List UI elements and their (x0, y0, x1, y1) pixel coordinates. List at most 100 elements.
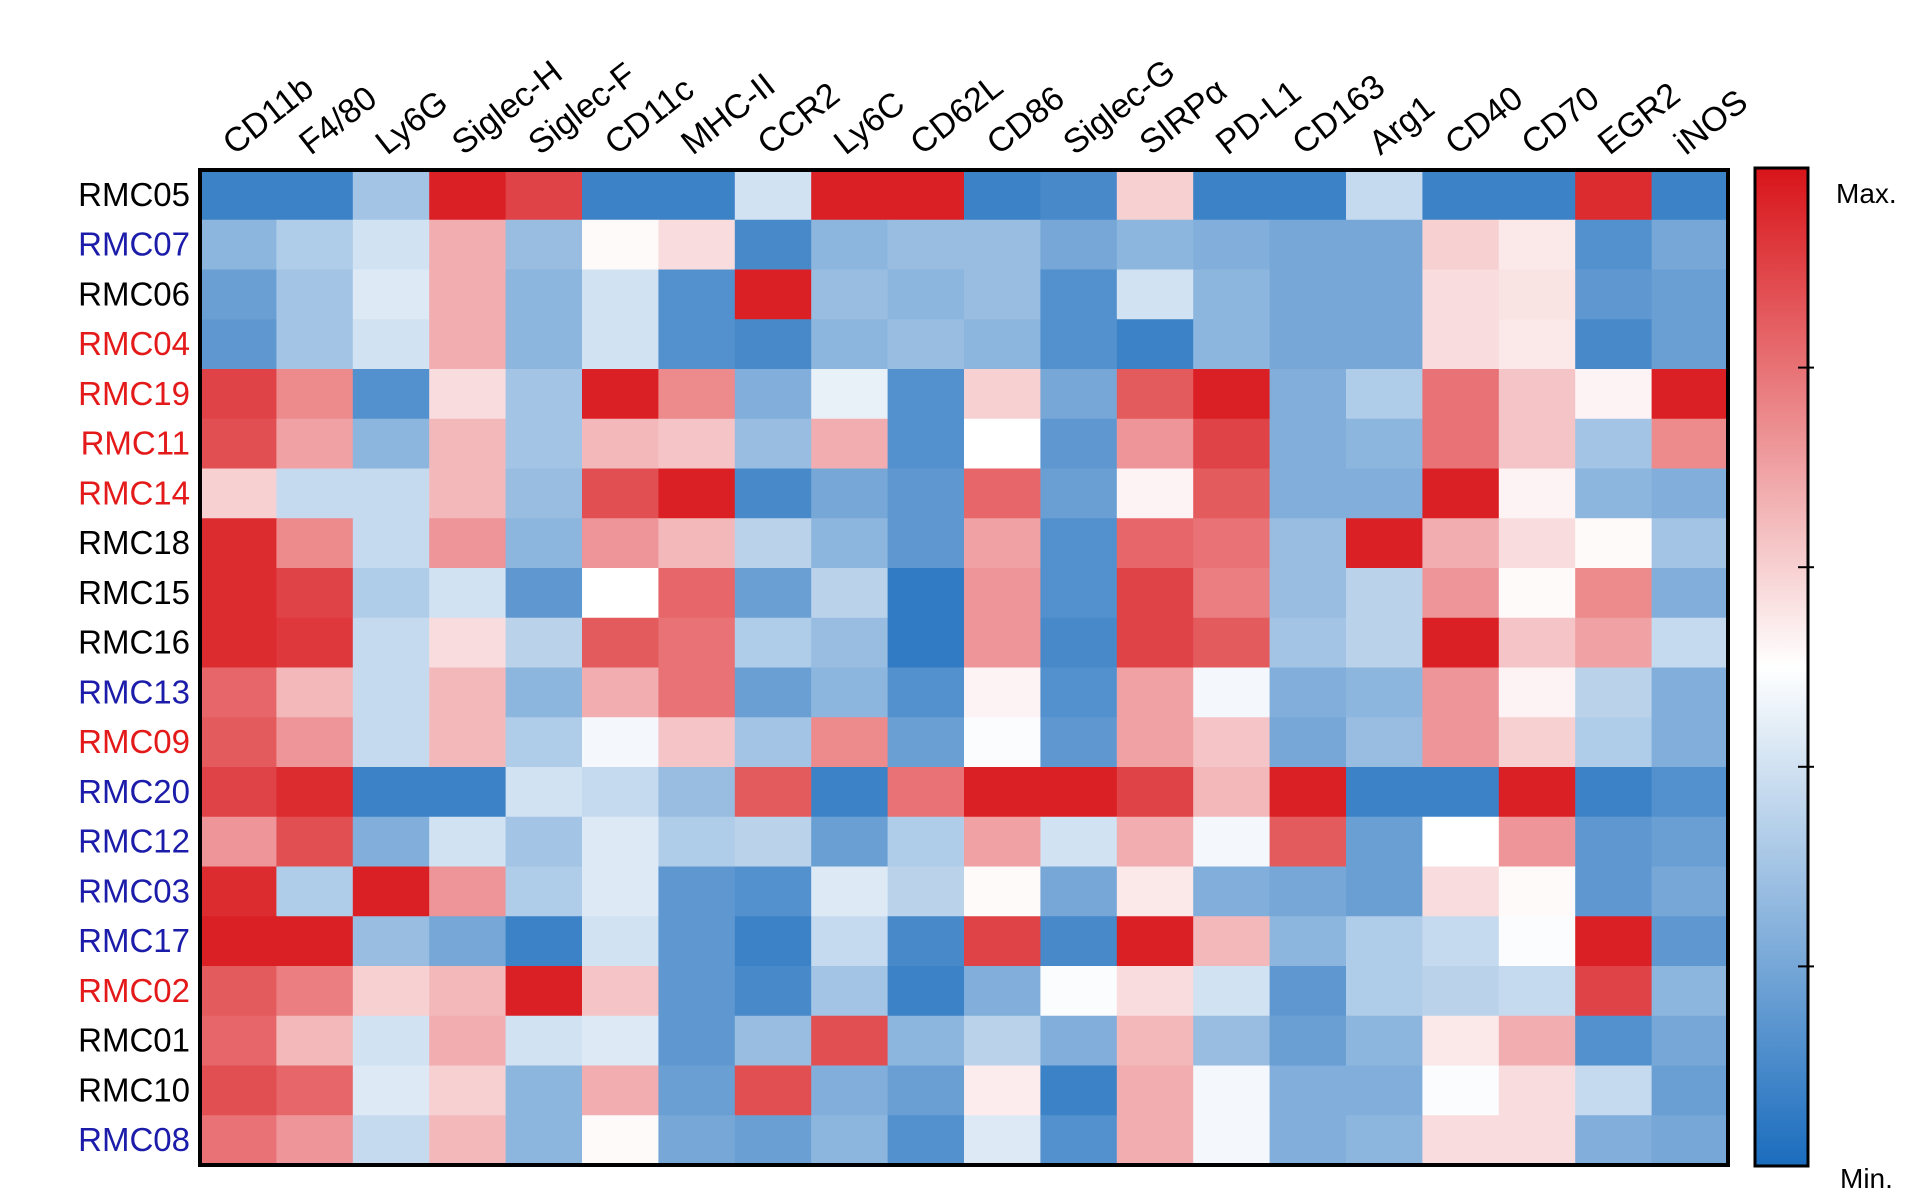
heatmap-cell (1193, 468, 1271, 519)
heatmap-cell (1651, 568, 1729, 619)
heatmap-cell (1575, 1015, 1653, 1067)
column-label: CD70 (1515, 79, 1607, 162)
heatmap-cell (352, 816, 430, 868)
heatmap-cell (429, 816, 507, 868)
heatmap-cell (352, 1015, 430, 1067)
heatmap-cell (1575, 617, 1653, 669)
heatmap-cell (505, 717, 583, 768)
heatmap-cell (734, 369, 812, 420)
heatmap-cell (1116, 667, 1194, 718)
heatmap-cell (1575, 767, 1653, 818)
heatmap-cell (276, 170, 354, 221)
heatmap-cell (429, 568, 507, 619)
heatmap-cell (429, 717, 507, 768)
heatmap-cell (1575, 219, 1653, 271)
heatmap-cell (1422, 170, 1500, 221)
heatmap-cell (1040, 518, 1118, 569)
heatmap-cell (1422, 568, 1500, 619)
heatmap-cell (1193, 568, 1271, 619)
heatmap-cell (582, 916, 659, 967)
heatmap-cell (1498, 816, 1576, 868)
row-label: RMC03 (78, 872, 190, 909)
row-label: RMC01 (78, 1022, 190, 1059)
legend-min-label: Min. (1840, 1163, 1893, 1194)
heatmap-cell (1269, 518, 1347, 569)
color-legend: Max. Min. (1753, 166, 1897, 1194)
heatmap-cell (1498, 269, 1576, 320)
heatmap-cell (1040, 767, 1118, 818)
heatmap-cell (1116, 717, 1194, 768)
heatmap-cell (1651, 1015, 1729, 1067)
heatmap-cell (1193, 1015, 1271, 1067)
heatmap-cell (1116, 518, 1194, 569)
heatmap-cell (734, 966, 812, 1017)
color-legend-ticks (1798, 366, 1814, 968)
heatmap-cell (887, 518, 965, 569)
heatmap-cell (1116, 219, 1194, 271)
heatmap-cell (1116, 369, 1194, 420)
heatmap-cell (1575, 319, 1653, 370)
heatmap-cell (1116, 916, 1194, 967)
heatmap-cell (811, 717, 889, 768)
heatmap-cell (429, 418, 507, 470)
heatmap-cell (1269, 319, 1347, 370)
heatmap-cell (200, 170, 277, 221)
heatmap-cell (200, 916, 277, 967)
heatmap-cell (964, 468, 1041, 519)
heatmap-cell (887, 667, 965, 718)
row-label: RMC11 (81, 425, 190, 462)
row-label: RMC06 (78, 275, 190, 312)
heatmap-cell (582, 617, 659, 669)
heatmap-cell (734, 767, 812, 818)
heatmap-cell (1040, 269, 1118, 320)
heatmap-cell (1346, 319, 1423, 370)
heatmap-cell (658, 170, 736, 221)
heatmap-cell (811, 468, 889, 519)
heatmap-cell (1116, 1015, 1194, 1067)
heatmap-cell (658, 966, 736, 1017)
heatmap-cell (1040, 219, 1118, 271)
heatmap-cell (1193, 369, 1271, 420)
heatmap-cell (1498, 617, 1576, 669)
heatmap-cell (505, 1015, 583, 1067)
heatmap-cell (429, 518, 507, 569)
heatmap-cell (1116, 966, 1194, 1017)
heatmap-cell (964, 966, 1041, 1017)
heatmap-cell (276, 568, 354, 619)
heatmap-cell (429, 1015, 507, 1067)
heatmap-cell (1269, 170, 1347, 221)
heatmap-cell (1651, 319, 1729, 370)
heatmap-cell (1040, 1115, 1118, 1166)
heatmap-cell (811, 816, 889, 868)
heatmap-cell (582, 667, 659, 718)
heatmap-cell (811, 518, 889, 569)
heatmap-cell (1116, 617, 1194, 669)
heatmap-cell (1193, 269, 1271, 320)
heatmap-cell (1498, 667, 1576, 718)
heatmap-cell (1193, 518, 1271, 569)
heatmap-cell (1575, 568, 1653, 619)
heatmap-cell (429, 966, 507, 1017)
heatmap-cell (352, 717, 430, 768)
heatmap-cell (1040, 816, 1118, 868)
row-label: RMC17 (78, 922, 190, 959)
row-label: RMC08 (78, 1121, 190, 1158)
heatmap-cell (964, 617, 1041, 669)
heatmap-cell (200, 219, 277, 271)
heatmap-cell (505, 1065, 583, 1116)
heatmap-cell (1193, 717, 1271, 768)
heatmap-cell (1040, 319, 1118, 370)
heatmap-cell (964, 219, 1041, 271)
heatmap-cell (1346, 1015, 1423, 1067)
heatmap-cell (1193, 816, 1271, 868)
row-label: RMC20 (78, 773, 190, 810)
heatmap-cell (200, 667, 277, 718)
heatmap-cell (505, 319, 583, 370)
heatmap-cell (582, 219, 659, 271)
heatmap-cell (1269, 916, 1347, 967)
heatmap-cell (200, 468, 277, 519)
heatmap-cell (658, 667, 736, 718)
row-label: RMC09 (78, 723, 190, 760)
column-label: CD40 (1438, 79, 1530, 162)
